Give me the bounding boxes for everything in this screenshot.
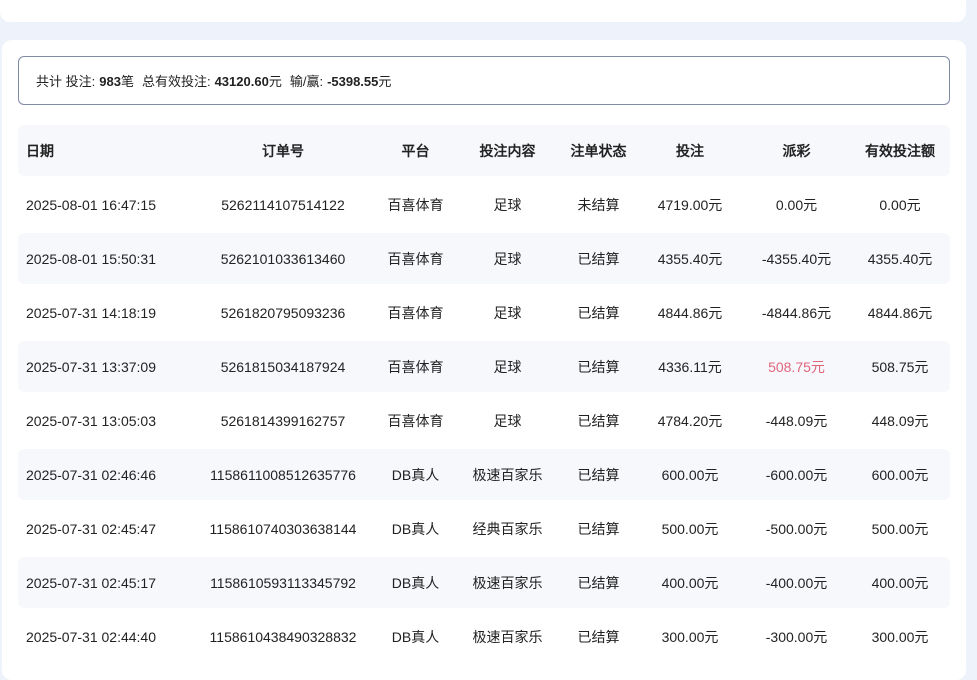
table-row[interactable]: 2025-07-31 02:44:40 1158610438490328832 DB… [18,611,950,662]
cell-bet-amount: 4784.20元 [657,412,723,429]
cell-status: 已结算 [577,304,620,321]
cell-platform: 百喜体育 [387,304,444,321]
table-row[interactable]: 2025-07-31 02:45:17 1158610593113345792 DB… [18,557,950,608]
column-header-effective-bet: 有效投注额 [850,125,950,176]
cell-order-id: 1158610593113345792 [190,557,376,608]
cell-order-id: 5261815034187924 [190,341,376,392]
cell-bet-amount: 4355.40元 [637,233,743,284]
cell-bet-amount: 600.00元 [637,449,743,500]
cell-date: 2025-07-31 14:18:19 [26,304,156,321]
cell-bet-content: 足球 [493,304,522,321]
cell-platform: DB真人 [391,520,440,537]
cell-payout: -300.00元 [765,628,828,645]
cell-payout: -448.09元 [765,412,828,429]
column-header-status: 注单状态 [560,125,637,176]
table-row[interactable]: 2025-07-31 02:46:46 1158611008512635776 DB… [18,449,950,500]
cell-bet-content: 足球 [493,196,522,213]
cell-bet-content: 足球 [493,412,522,429]
column-header-bet-content: 投注内容 [455,125,560,176]
cell-bet-amount: 400.00元 [637,557,743,608]
table-row[interactable]: 2025-08-01 16:47:15 5262114107514122 百喜体育 足… [18,179,950,230]
cell-date: 2025-07-31 02:44:40 [26,628,156,645]
cell-order-id: 1158610438490328832 [209,628,357,645]
cell-bet-amount: 4336.11元 [637,341,743,392]
cell-effective-bet: 500.00元 [871,520,929,537]
summary-effective: 总有效投注: 43120.60元 [141,74,282,89]
cell-date: 2025-07-31 13:05:03 [26,412,156,429]
cell-bet-content: 极速百家乐 [472,628,543,645]
cell-date: 2025-07-31 13:37:09 [18,341,190,392]
cell-platform: 百喜体育 [376,341,455,392]
cell-order-id: 5262114107514122 [221,196,345,213]
cell-order-id: 1158611008512635776 [190,449,376,500]
cell-date: 2025-07-31 02:45:47 [26,520,156,537]
table-row[interactable]: 2025-07-31 14:18:19 5261820795093236 百喜体育 足… [18,287,950,338]
table-row[interactable]: 2025-07-31 13:37:09 5261815034187924 百喜体育足… [18,341,950,392]
cell-platform: 百喜体育 [376,233,455,284]
table-row[interactable]: 2025-07-31 13:05:03 5261814399162757 百喜体育 足… [18,395,950,446]
cell-status: 已结算 [560,449,637,500]
cell-date: 2025-08-01 15:50:31 [18,233,190,284]
cell-date: 2025-08-01 16:47:15 [26,196,156,213]
cell-payout: -4844.86元 [761,304,832,321]
cell-status: 已结算 [560,557,637,608]
cell-status: 已结算 [577,520,620,537]
cell-payout: 0.00元 [775,196,818,213]
cell-bet-content: 极速百家乐 [455,449,560,500]
table-row[interactable]: 2025-08-01 15:50:31 5262101033613460 百喜体育足… [18,233,950,284]
cell-bet-content: 经典百家乐 [472,520,543,537]
cell-effective-bet: 300.00元 [871,628,929,645]
summary-winloss: 输/赢: -5398.55元 [289,74,392,89]
cell-effective-bet: 4355.40元 [850,233,950,284]
cell-effective-bet: 448.09元 [871,412,929,429]
filter-card [0,0,966,22]
bet-records-table: 日期 订单号 平台 投注内容 注单状态 投注 派彩 有效投注额 2025-08-01 16:4… [18,122,950,665]
cell-bet-content: 极速百家乐 [455,557,560,608]
cell-effective-bet: 400.00元 [850,557,950,608]
cell-payout: -600.00元 [743,449,850,500]
column-header-date: 日期 [18,125,190,176]
cell-effective-bet: 600.00元 [850,449,950,500]
cell-date: 2025-07-31 02:46:46 [18,449,190,500]
cell-order-id: 1158610740303638144 [209,520,357,537]
cell-status: 已结算 [560,233,637,284]
cell-date: 2025-07-31 02:45:17 [18,557,190,608]
cell-payout: -4355.40元 [743,233,850,284]
cell-platform: 百喜体育 [387,412,444,429]
cell-status: 已结算 [577,412,620,429]
cell-status: 已结算 [560,341,637,392]
cell-effective-bet: 0.00元 [879,196,921,213]
column-header-order-id: 订单号 [190,125,376,176]
cell-bet-amount: 300.00元 [661,628,719,645]
cell-status: 未结算 [577,196,620,213]
cell-status: 已结算 [577,628,620,645]
table-row[interactable]: 2025-07-31 02:45:47 1158610740303638144 DB… [18,503,950,554]
cell-effective-bet: 508.75元 [850,341,950,392]
cell-bet-content: 足球 [455,233,560,284]
column-header-payout: 派彩 [743,125,850,176]
cell-platform: DB真人 [376,449,455,500]
column-header-bet-amount: 投注 [637,125,743,176]
cell-order-id: 5261814399162757 [220,412,346,429]
cell-bet-amount: 4719.00元 [657,196,723,213]
cell-bet-amount: 500.00元 [661,520,719,537]
cell-payout: -400.00元 [743,557,850,608]
cell-payout: -500.00元 [765,520,828,537]
cell-bet-amount: 4844.86元 [657,304,723,321]
cell-platform: DB真人 [376,557,455,608]
cell-bet-content: 足球 [455,341,560,392]
table-header: 日期 订单号 平台 投注内容 注单状态 投注 派彩 有效投注额 [18,125,950,176]
cell-effective-bet: 4844.86元 [867,304,933,321]
column-header-platform: 平台 [376,125,455,176]
cell-order-id: 5262101033613460 [190,233,376,284]
summary-bar: 共计 投注: 983笔 总有效投注: 43120.60元 输/赢: -5398.55元 [18,56,950,105]
cell-payout: 508.75元 [743,341,850,392]
cell-platform: DB真人 [391,628,440,645]
cell-platform: 百喜体育 [387,196,444,213]
cell-order-id: 5261820795093236 [220,304,346,321]
summary-total: 共计 投注: 983笔 [36,74,134,89]
